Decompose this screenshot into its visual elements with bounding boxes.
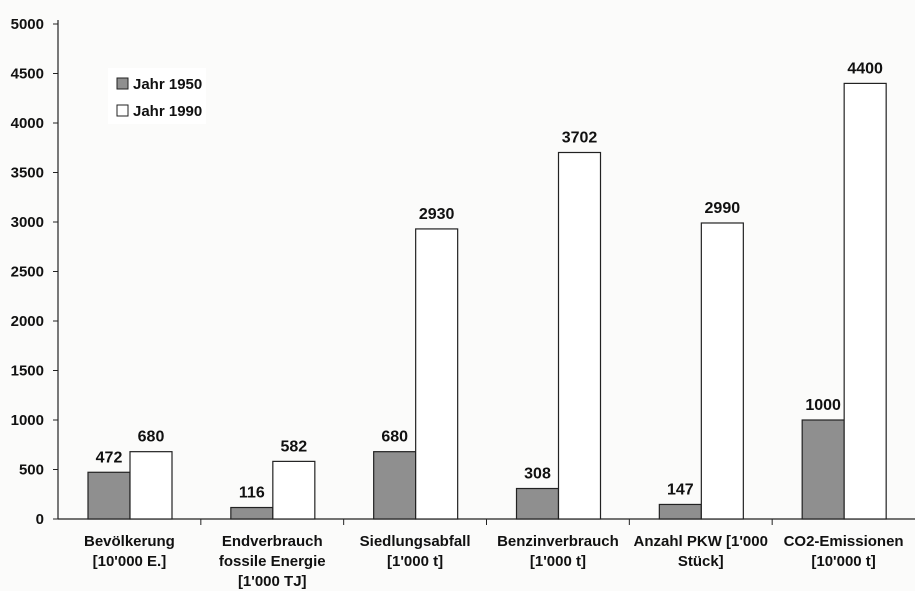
bar-1950: [515, 487, 560, 520]
y-tick-label: 0: [36, 511, 44, 528]
bar-1950: [658, 503, 702, 520]
y-tick-label: 5000: [11, 16, 44, 33]
bar-1990: [272, 460, 316, 520]
data-label: 308: [524, 466, 551, 483]
category-label: Bevölkerung [10'000 E.]: [84, 533, 175, 570]
legend-swatch: [116, 77, 129, 90]
data-label: 4400: [847, 60, 883, 77]
y-tick-label: 2500: [11, 264, 44, 281]
data-label: 680: [138, 429, 165, 446]
x-axis-categories: Bevölkerung [10'000 E.] Endverbrauch fossil…: [84, 533, 904, 590]
y-tick-label: 4500: [11, 66, 44, 83]
legend: Jahr 1950 Jahr 1990: [108, 68, 206, 124]
category-label: Benzinverbrauch [1'000 t]: [497, 533, 619, 570]
y-tick-label: 1500: [11, 363, 44, 380]
data-label: 2990: [705, 200, 741, 217]
data-labels: 472 680 116 582 680 2930 308 3702 147 2990 1000 440…: [96, 60, 883, 501]
bar-1950: [230, 506, 274, 520]
bar-1950: [373, 451, 417, 520]
y-tick-label: 3500: [11, 165, 44, 182]
data-label: 582: [280, 438, 307, 455]
data-label: 680: [381, 429, 408, 446]
bar-1990: [843, 82, 887, 520]
bars: [87, 82, 887, 520]
category-label: CO2-Emissionen [10'000 t]: [784, 533, 904, 570]
legend-label: Jahr 1950: [133, 76, 202, 93]
data-label: 1000: [805, 397, 841, 414]
category-label: Endverbrauch fossile Energie [1'000 TJ]: [219, 533, 326, 590]
bar-1990: [700, 222, 744, 520]
legend-label: Jahr 1990: [133, 103, 202, 120]
data-label: 147: [667, 481, 694, 498]
legend-swatch: [116, 104, 129, 117]
y-tick-label: 3000: [11, 214, 44, 231]
bar-1950: [87, 471, 131, 520]
y-axis-ticks: 0 500 1000 1500 2000 2500 3000 3500 4000 4500 5000: [11, 16, 58, 528]
bar-1950: [801, 419, 845, 520]
bar-1990: [129, 451, 173, 520]
y-tick-label: 4000: [11, 115, 44, 132]
data-label: 2930: [419, 206, 455, 223]
y-tick-label: 1000: [11, 412, 44, 429]
data-label: 472: [96, 449, 123, 466]
category-label: Anzahl PKW [1'000 Stück]: [634, 533, 768, 570]
data-label: 3702: [562, 130, 598, 147]
y-tick-label: 500: [19, 462, 44, 479]
y-tick-label: 2000: [11, 313, 44, 330]
axes: [57, 20, 915, 525]
category-label: Siedlungsabfall [1'000 t]: [360, 533, 471, 570]
bar-1990: [415, 228, 459, 520]
data-label: 116: [239, 485, 265, 502]
bar-1990: [557, 151, 602, 520]
